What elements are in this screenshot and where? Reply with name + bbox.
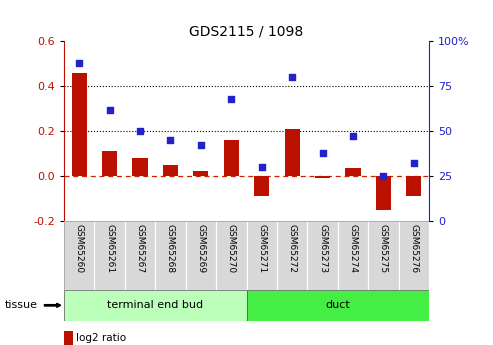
Bar [246, 221, 277, 290]
Bar [224, 140, 239, 176]
Text: duct: duct [325, 300, 350, 310]
Text: GSM65272: GSM65272 [287, 224, 297, 273]
Point [167, 137, 175, 143]
Text: GSM65270: GSM65270 [227, 224, 236, 273]
Title: GDS2115 / 1098: GDS2115 / 1098 [189, 25, 304, 39]
Point [136, 128, 144, 134]
Point [380, 173, 387, 179]
Text: tissue: tissue [5, 300, 38, 310]
Text: log2 ratio: log2 ratio [76, 333, 127, 343]
Point [227, 96, 235, 101]
Bar [155, 221, 186, 290]
Point [106, 107, 113, 112]
Text: GSM65274: GSM65274 [349, 224, 357, 273]
Bar [277, 221, 307, 290]
Bar [193, 171, 209, 176]
Bar [254, 176, 269, 196]
Point [75, 60, 83, 66]
Bar [71, 73, 87, 176]
Bar [284, 129, 300, 176]
Bar [376, 176, 391, 209]
Point [288, 75, 296, 80]
Text: GSM65261: GSM65261 [105, 224, 114, 273]
Bar [338, 221, 368, 290]
Bar [125, 221, 155, 290]
Point [197, 143, 205, 148]
Bar [133, 158, 148, 176]
Bar [315, 176, 330, 178]
Text: GSM65268: GSM65268 [166, 224, 175, 273]
Bar [186, 221, 216, 290]
Bar [398, 221, 429, 290]
Point [258, 164, 266, 170]
Bar [368, 221, 398, 290]
Text: GSM65275: GSM65275 [379, 224, 388, 273]
Text: GSM65273: GSM65273 [318, 224, 327, 273]
Bar [163, 165, 178, 176]
Text: terminal end bud: terminal end bud [107, 300, 203, 310]
Bar [307, 221, 338, 290]
Point [349, 134, 357, 139]
Bar [102, 151, 117, 176]
Bar [95, 221, 125, 290]
Bar [216, 221, 246, 290]
Bar [246, 290, 429, 321]
Text: GSM65276: GSM65276 [409, 224, 418, 273]
Point [410, 161, 418, 166]
Text: GSM65271: GSM65271 [257, 224, 266, 273]
Bar [64, 221, 95, 290]
Bar [64, 290, 246, 321]
Bar [406, 176, 422, 196]
Point [318, 150, 326, 155]
Text: GSM65269: GSM65269 [196, 224, 206, 273]
Bar [345, 168, 360, 176]
Text: GSM65267: GSM65267 [136, 224, 144, 273]
Text: GSM65260: GSM65260 [75, 224, 84, 273]
